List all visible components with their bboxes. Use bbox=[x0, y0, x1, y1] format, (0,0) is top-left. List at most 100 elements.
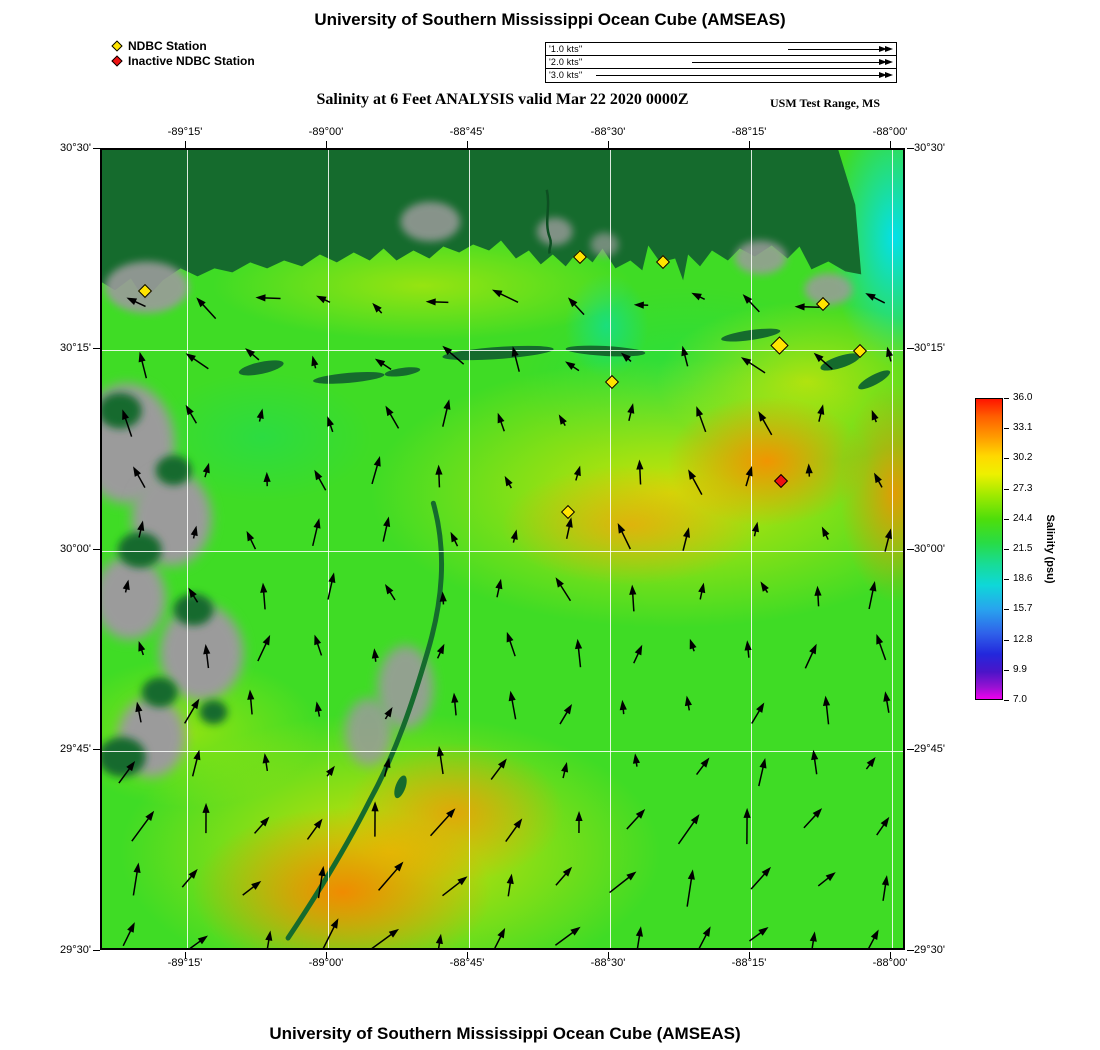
colorbar-tick-mark bbox=[1004, 639, 1009, 641]
current-vector-arrow bbox=[744, 640, 752, 658]
chandeleur-islands bbox=[285, 500, 445, 941]
grid-line-lat bbox=[102, 350, 903, 351]
colorbar-gradient bbox=[975, 398, 1003, 700]
colorbar-tick-label: 36.0 bbox=[1013, 392, 1033, 403]
current-vector-arrow bbox=[182, 869, 199, 888]
colorbar-tick-label: 9.9 bbox=[1013, 663, 1027, 675]
lat-tick-label: 30°15' bbox=[914, 342, 945, 354]
lon-tick-label: -88°45' bbox=[449, 126, 485, 138]
colorbar-tick-mark bbox=[1004, 398, 1009, 399]
coastline-land bbox=[102, 150, 891, 941]
current-vector-arrow bbox=[682, 526, 691, 551]
current-vector-arrow bbox=[122, 922, 135, 947]
colorbar-tick-label: 15.7 bbox=[1013, 603, 1033, 615]
lon-tick-label: -88°00' bbox=[872, 957, 908, 969]
current-vector-arrow bbox=[619, 699, 627, 714]
tick-mark bbox=[907, 950, 914, 951]
current-vector-arrow bbox=[871, 409, 879, 423]
current-vector-arrow bbox=[264, 930, 273, 948]
tick-mark bbox=[185, 952, 186, 959]
current-vector-arrow bbox=[384, 707, 393, 720]
current-vector-arrow bbox=[135, 701, 143, 723]
vector-scale-row-1: '1.0 kts'' bbox=[546, 43, 896, 56]
current-vector-arrow bbox=[191, 749, 201, 777]
current-vector-arrow bbox=[126, 297, 146, 308]
current-vector-arrow bbox=[442, 345, 465, 365]
barrier-island bbox=[442, 345, 554, 361]
current-vector-arrow bbox=[256, 408, 264, 422]
colorbar-tick-mark bbox=[1004, 609, 1009, 611]
current-vector-arrow bbox=[314, 701, 323, 717]
tick-mark bbox=[608, 141, 609, 148]
vector-scale-arrow-line bbox=[596, 75, 884, 77]
inactive-ndbc-station-icon bbox=[111, 54, 123, 67]
lat-tick-label: 30°15' bbox=[60, 342, 91, 354]
current-vector-arrow bbox=[565, 361, 580, 372]
ndbc-station-marker bbox=[769, 335, 789, 355]
current-vector-arrow bbox=[370, 456, 381, 485]
marsh-patch bbox=[804, 273, 853, 306]
current-vector-arrow bbox=[506, 631, 516, 657]
current-vector-arrow bbox=[442, 399, 451, 427]
colorbar-tick-mark bbox=[1004, 669, 1009, 671]
current-vector-arrow bbox=[804, 643, 817, 669]
current-vector-arrow bbox=[383, 757, 391, 777]
current-vector-arrow bbox=[561, 761, 569, 779]
current-vector-arrow bbox=[504, 818, 522, 843]
current-vector-arrow bbox=[504, 475, 513, 489]
lat-tick-label: 30°00' bbox=[914, 543, 945, 555]
current-vector-arrow bbox=[122, 409, 133, 438]
current-vector-arrow bbox=[320, 918, 339, 948]
inactive-ndbc-station-marker bbox=[773, 473, 789, 489]
vector-scale-label: '2.0 kts'' bbox=[549, 57, 583, 67]
current-vector-arrow bbox=[122, 579, 130, 593]
legend-item-ndbc: NDBC Station bbox=[111, 38, 255, 53]
current-vector-layer bbox=[102, 150, 903, 948]
barrier-island bbox=[384, 367, 421, 377]
current-vector-arrow bbox=[426, 297, 449, 306]
marsh-island bbox=[173, 593, 214, 626]
lon-tick-label: -88°30' bbox=[590, 126, 626, 138]
current-vector-arrow bbox=[565, 517, 573, 539]
current-vector-arrow bbox=[495, 578, 503, 598]
ndbc-station-marker bbox=[560, 504, 576, 520]
lat-tick-label: 29°45' bbox=[914, 743, 945, 755]
current-vector-arrow bbox=[740, 357, 766, 374]
current-vector-arrow bbox=[451, 692, 459, 716]
arrowhead-icon bbox=[879, 46, 887, 52]
current-vector-arrow bbox=[633, 301, 649, 309]
current-vector-arrow bbox=[377, 861, 404, 892]
salinity-field bbox=[102, 150, 903, 948]
lon-tick-label: -88°15' bbox=[731, 126, 767, 138]
current-vector-arrow bbox=[751, 521, 759, 537]
current-vector-arrow bbox=[555, 577, 572, 602]
colorbar: 36.0 33.1 30.2 27.3 24.4 21.5 18.6 15.7 12.8 9.9 7… bbox=[975, 392, 1032, 705]
legend-label-inactive-ndbc: Inactive NDBC Station bbox=[128, 53, 255, 68]
tick-mark bbox=[608, 952, 609, 959]
current-vector-arrow bbox=[691, 292, 705, 301]
colorbar-tick-label: 27.3 bbox=[1013, 482, 1033, 494]
vector-scale-row-2: '2.0 kts'' bbox=[546, 56, 896, 69]
current-vector-arrow bbox=[634, 926, 644, 948]
marsh-island bbox=[199, 700, 228, 725]
current-vector-arrow bbox=[325, 766, 335, 778]
tick-mark bbox=[93, 749, 100, 750]
tick-mark bbox=[326, 952, 327, 959]
ndbc-station-marker bbox=[604, 374, 620, 390]
ndbc-station-marker bbox=[137, 283, 153, 299]
current-vector-arrow bbox=[436, 746, 444, 775]
current-vector-arrow bbox=[866, 756, 876, 770]
marsh-patch bbox=[400, 201, 461, 242]
colorbar-tick-label: 18.6 bbox=[1013, 573, 1033, 585]
grid-line-lon bbox=[892, 150, 893, 948]
marsh-island bbox=[117, 532, 162, 568]
current-vector-arrow bbox=[490, 758, 507, 781]
tick-mark bbox=[890, 952, 891, 959]
current-vector-arrow bbox=[247, 689, 255, 715]
current-vector-arrow bbox=[749, 927, 769, 942]
vector-scale-arrow-line bbox=[692, 62, 884, 64]
lon-tick-label: -88°00' bbox=[872, 126, 908, 138]
current-vector-arrow bbox=[620, 352, 632, 363]
current-vector-arrow bbox=[434, 464, 443, 488]
current-vector-arrow bbox=[185, 404, 198, 424]
